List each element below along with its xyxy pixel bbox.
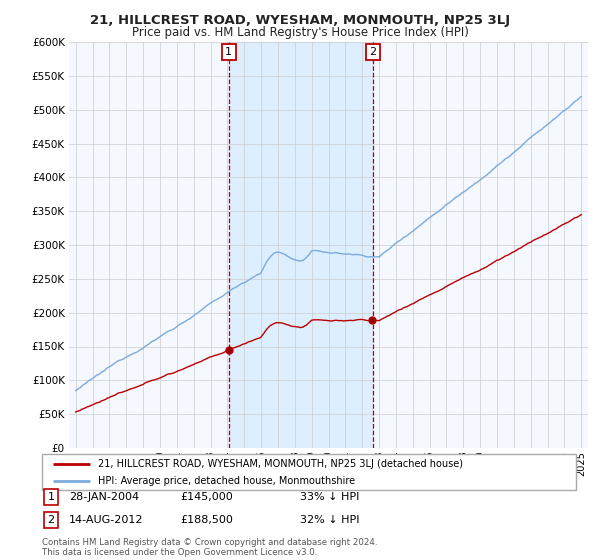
Text: HPI: Average price, detached house, Monmouthshire: HPI: Average price, detached house, Monm… (98, 476, 355, 486)
FancyBboxPatch shape (42, 454, 576, 490)
Text: 14-AUG-2012: 14-AUG-2012 (69, 515, 143, 525)
Text: 21, HILLCREST ROAD, WYESHAM, MONMOUTH, NP25 3LJ (detached house): 21, HILLCREST ROAD, WYESHAM, MONMOUTH, N… (98, 459, 463, 469)
Bar (229, 42, 373, 448)
Text: Price paid vs. HM Land Registry's House Price Index (HPI): Price paid vs. HM Land Registry's House … (131, 26, 469, 39)
Text: 2: 2 (369, 47, 376, 57)
Text: 1: 1 (47, 492, 55, 502)
Text: 28-JAN-2004: 28-JAN-2004 (69, 492, 139, 502)
Text: Contains HM Land Registry data © Crown copyright and database right 2024.
This d: Contains HM Land Registry data © Crown c… (42, 538, 377, 557)
Text: 1: 1 (225, 47, 232, 57)
Text: £188,500: £188,500 (180, 515, 233, 525)
Text: 32% ↓ HPI: 32% ↓ HPI (300, 515, 359, 525)
Text: 33% ↓ HPI: 33% ↓ HPI (300, 492, 359, 502)
Text: £145,000: £145,000 (180, 492, 233, 502)
Text: 2: 2 (47, 515, 55, 525)
Text: 21, HILLCREST ROAD, WYESHAM, MONMOUTH, NP25 3LJ: 21, HILLCREST ROAD, WYESHAM, MONMOUTH, N… (90, 14, 510, 27)
